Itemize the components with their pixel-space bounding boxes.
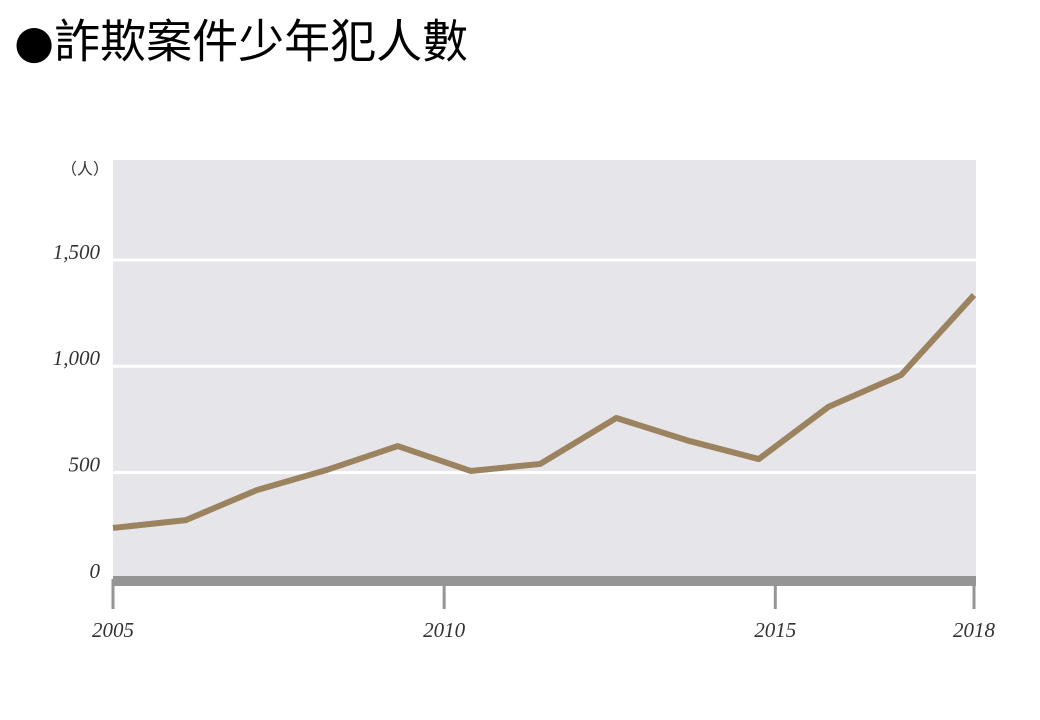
plot-area	[113, 160, 976, 579]
y-unit: （人）	[61, 160, 109, 179]
y-tick-label: 1,500	[53, 240, 101, 264]
x-tick-label: 2010	[423, 618, 466, 642]
x-tick-label: 2018	[953, 618, 996, 642]
y-tick-label: 1,000	[53, 346, 101, 370]
y-tick-label: 500	[69, 452, 101, 476]
chart-title: ●詐欺案件少年犯人數	[14, 15, 468, 69]
x-axis-bar	[113, 576, 976, 586]
line	[112, 293, 977, 531]
y-tick-label: 0	[90, 559, 101, 583]
x-tick-label: 2005	[92, 618, 134, 642]
x-tick-label: 2015	[754, 618, 796, 642]
